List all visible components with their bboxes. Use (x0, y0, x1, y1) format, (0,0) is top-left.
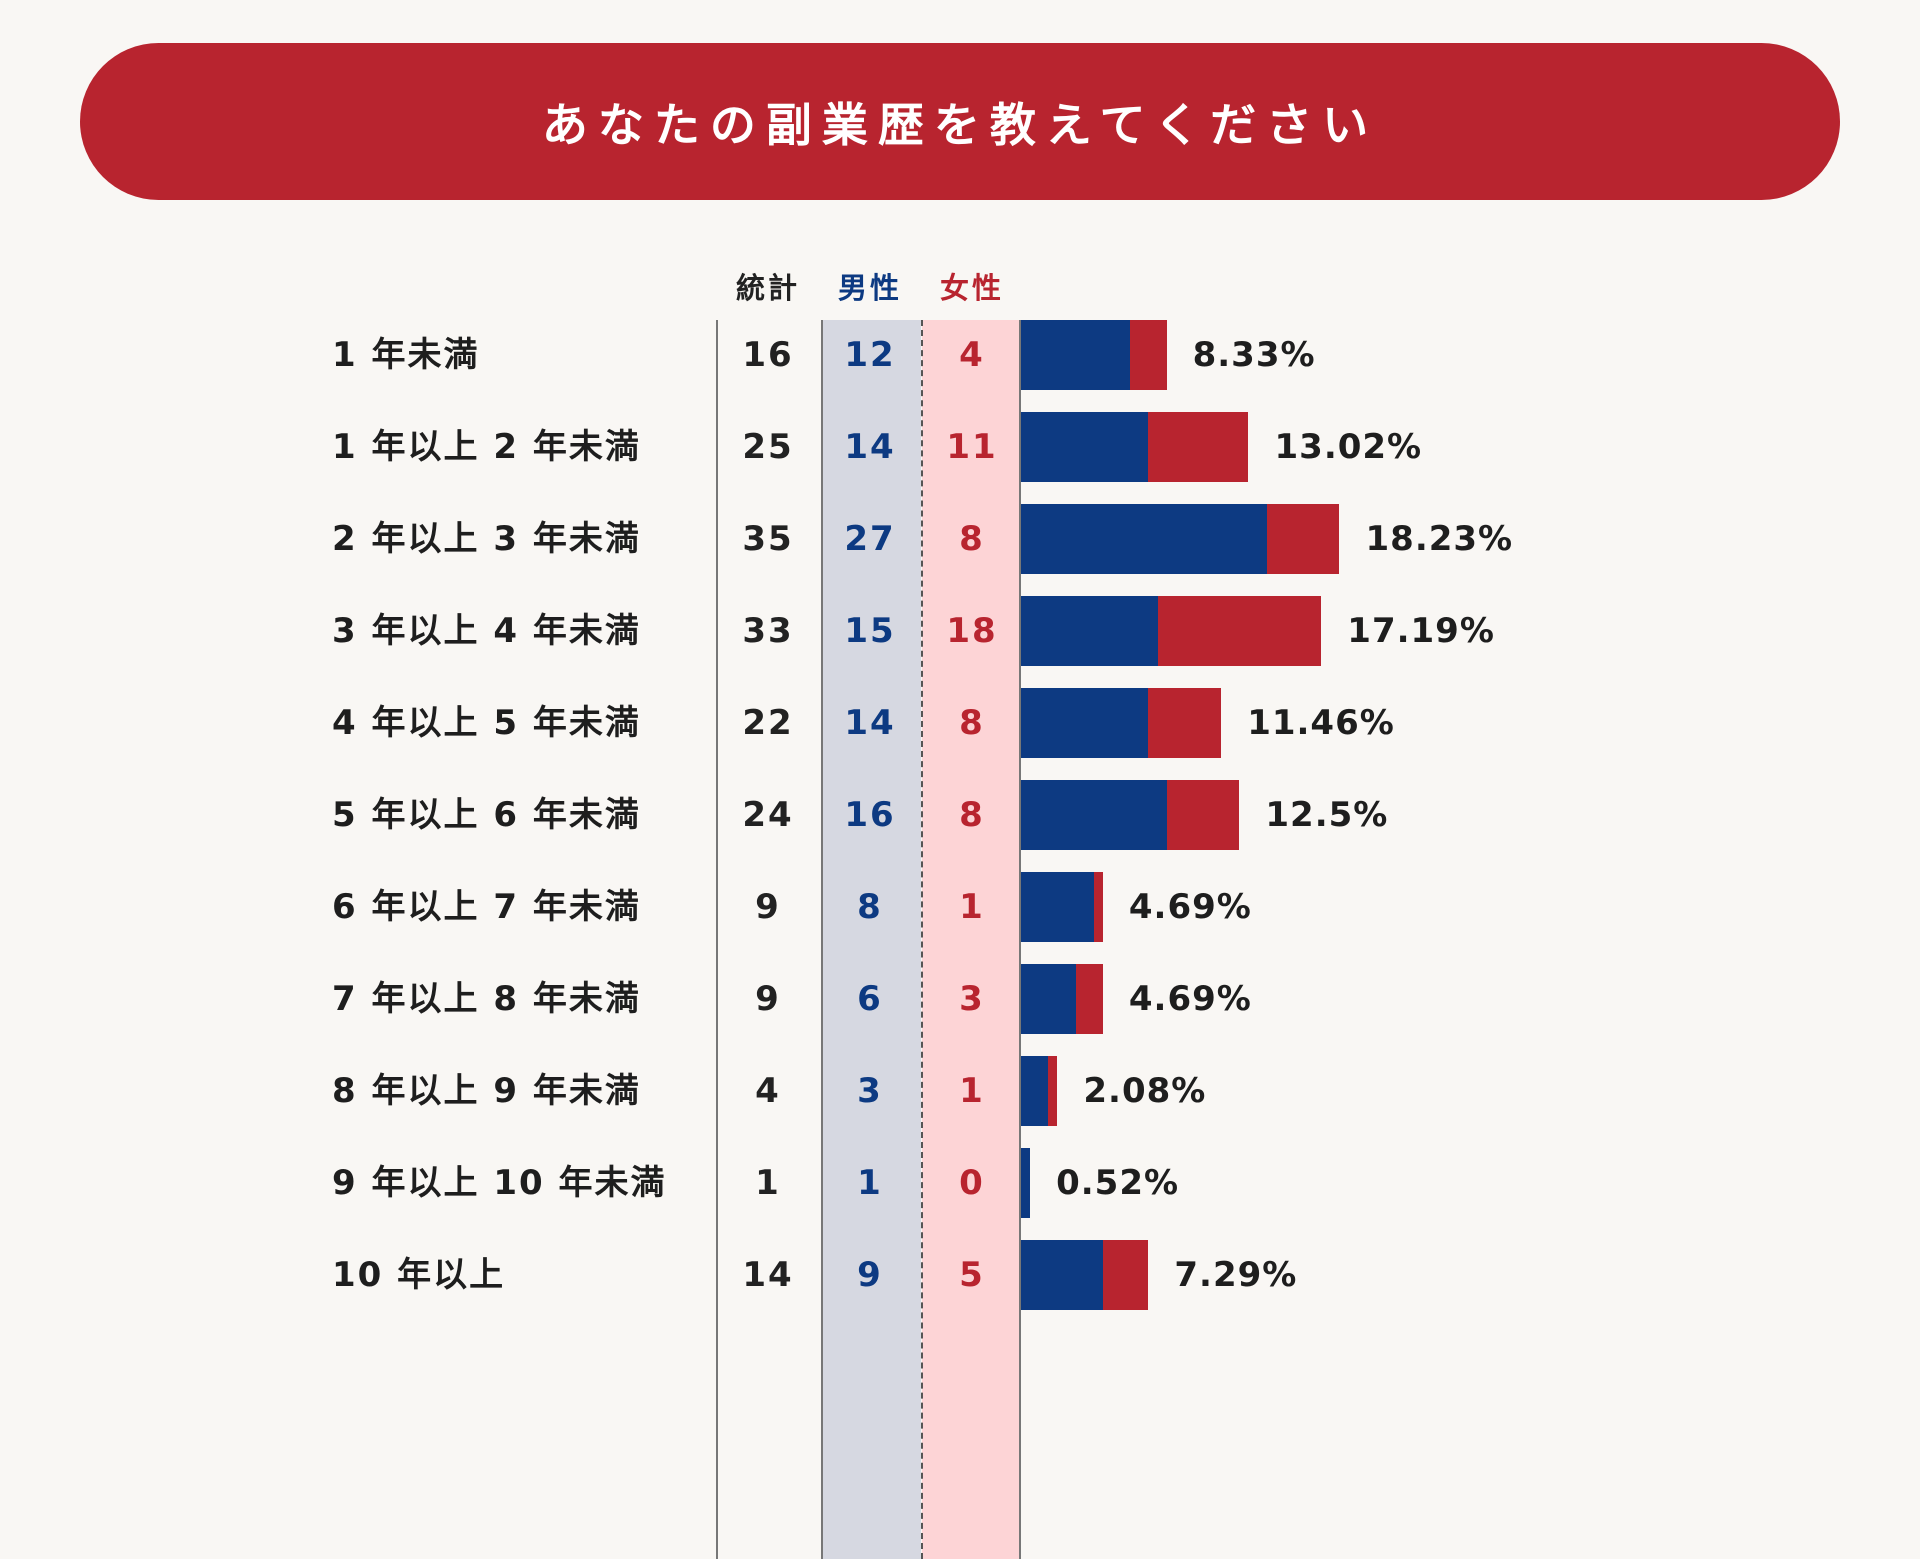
percentage-label: 13.02% (1274, 427, 1423, 467)
percentage-label: 11.46% (1247, 703, 1395, 743)
total-count: 16 (742, 335, 794, 375)
total-count: 9 (755, 979, 781, 1019)
row-label: 2 年以上 3 年未満 (332, 519, 641, 559)
row-label: 10 年以上 (332, 1255, 506, 1295)
male-count: 8 (857, 887, 883, 927)
row-label: 6 年以上 7 年未満 (332, 887, 641, 927)
male-count: 27 (844, 519, 896, 559)
male-bar (1021, 1240, 1103, 1310)
column-header-male: 男性 (837, 271, 902, 305)
male-bar (1021, 412, 1149, 482)
percentage-label: 18.23% (1365, 519, 1514, 559)
row-label: 9 年以上 10 年未満 (332, 1163, 667, 1203)
row-label: 1 年未満 (332, 335, 480, 375)
bar-axis-line (1019, 320, 1021, 1559)
row-label: 8 年以上 9 年未満 (332, 1071, 641, 1111)
total-count: 22 (742, 703, 794, 743)
column-header-total: 統計 (735, 271, 800, 305)
total-count: 14 (742, 1255, 794, 1295)
male-count: 1 (857, 1163, 883, 1203)
table-row: 7 年以上 8 年未満 9 6 3 4.69% (0, 964, 1920, 1034)
total-count: 1 (755, 1163, 781, 1203)
percentage-label: 8.33% (1192, 335, 1316, 375)
female-bar (1157, 596, 1322, 666)
male-bar (1021, 872, 1094, 942)
male-bar (1021, 688, 1149, 758)
percentage-label: 12.5% (1265, 795, 1389, 835)
female-count: 1 (959, 887, 985, 927)
table-row: 9 年以上 10 年未満 1 1 0 0.52% (0, 1148, 1920, 1218)
male-bar (1021, 1148, 1031, 1218)
female-count: 11 (946, 427, 998, 467)
male-count: 12 (844, 335, 896, 375)
row-label: 4 年以上 5 年未満 (332, 703, 641, 743)
percentage-label: 17.19% (1347, 611, 1495, 651)
divider-line (821, 320, 823, 1559)
total-count: 24 (742, 795, 794, 835)
female-count: 0 (959, 1163, 985, 1203)
table-row: 4 年以上 5 年未満 22 14 8 11.46% (0, 688, 1920, 758)
male-count: 15 (844, 611, 896, 651)
female-count: 8 (959, 519, 985, 559)
female-count: 5 (959, 1255, 985, 1295)
percentage-label: 4.69% (1128, 979, 1252, 1019)
male-count: 14 (844, 703, 896, 743)
female-bar (1148, 688, 1222, 758)
male-count: 16 (844, 795, 896, 835)
row-label: 7 年以上 8 年未満 (332, 979, 641, 1019)
percentage-label: 7.29% (1174, 1255, 1298, 1295)
total-count: 4 (755, 1071, 781, 1111)
male-bar (1021, 596, 1158, 666)
chart: 統計 男性 女性 1 年未満 16 12 4 8.33% 1 年以上 2 年未満 25 14 1… (0, 250, 1920, 1559)
total-count: 25 (742, 427, 794, 467)
table-row: 1 年以上 2 年未満 25 14 11 13.02% (0, 412, 1920, 482)
male-bar (1021, 1056, 1049, 1126)
table-row: 10 年以上 14 9 5 7.29% (0, 1240, 1920, 1310)
percentage-label: 0.52% (1056, 1163, 1180, 1203)
male-count: 9 (857, 1255, 883, 1295)
table-row: 1 年未満 16 12 4 8.33% (0, 320, 1920, 390)
male-bar (1021, 320, 1131, 390)
male-count: 6 (857, 979, 883, 1019)
male-bar (1021, 964, 1076, 1034)
female-count: 18 (946, 611, 998, 651)
row-label: 5 年以上 6 年未満 (332, 795, 641, 835)
divider-line (716, 320, 718, 1559)
female-count: 1 (959, 1071, 985, 1111)
female-bar (1075, 964, 1103, 1034)
female-count: 4 (959, 335, 985, 375)
row-label: 1 年以上 2 年未満 (332, 427, 641, 467)
female-column-band (922, 320, 1020, 1559)
title-banner: あなたの副業歴を教えてください (80, 43, 1840, 200)
male-count: 14 (844, 427, 896, 467)
column-header-female: 女性 (939, 271, 1004, 305)
female-bar (1093, 872, 1103, 942)
female-bar (1148, 412, 1249, 482)
total-count: 9 (755, 887, 781, 927)
male-count: 3 (857, 1071, 883, 1111)
percentage-label: 4.69% (1128, 887, 1252, 927)
divider-dashed-line (921, 320, 923, 1559)
total-count: 33 (742, 611, 794, 651)
female-bar (1166, 780, 1240, 850)
percentage-label: 2.08% (1083, 1071, 1207, 1111)
female-bar (1266, 504, 1340, 574)
male-bar (1021, 504, 1267, 574)
male-bar (1021, 780, 1167, 850)
female-bar (1048, 1056, 1058, 1126)
table-row: 5 年以上 6 年未満 24 16 8 12.5% (0, 780, 1920, 850)
male-column-band (823, 320, 921, 1559)
female-count: 3 (959, 979, 985, 1019)
page-title: あなたの副業歴を教えてください (541, 97, 1379, 152)
row-label: 3 年以上 4 年未満 (332, 611, 641, 651)
female-count: 8 (959, 703, 985, 743)
table-row: 2 年以上 3 年未満 35 27 8 18.23% (0, 504, 1920, 574)
female-bar (1102, 1240, 1149, 1310)
table-row: 8 年以上 9 年未満 4 3 1 2.08% (0, 1056, 1920, 1126)
female-bar (1130, 320, 1167, 390)
female-count: 8 (959, 795, 985, 835)
table-row: 6 年以上 7 年未満 9 8 1 4.69% (0, 872, 1920, 942)
table-row: 3 年以上 4 年未満 33 15 18 17.19% (0, 596, 1920, 666)
total-count: 35 (742, 519, 794, 559)
